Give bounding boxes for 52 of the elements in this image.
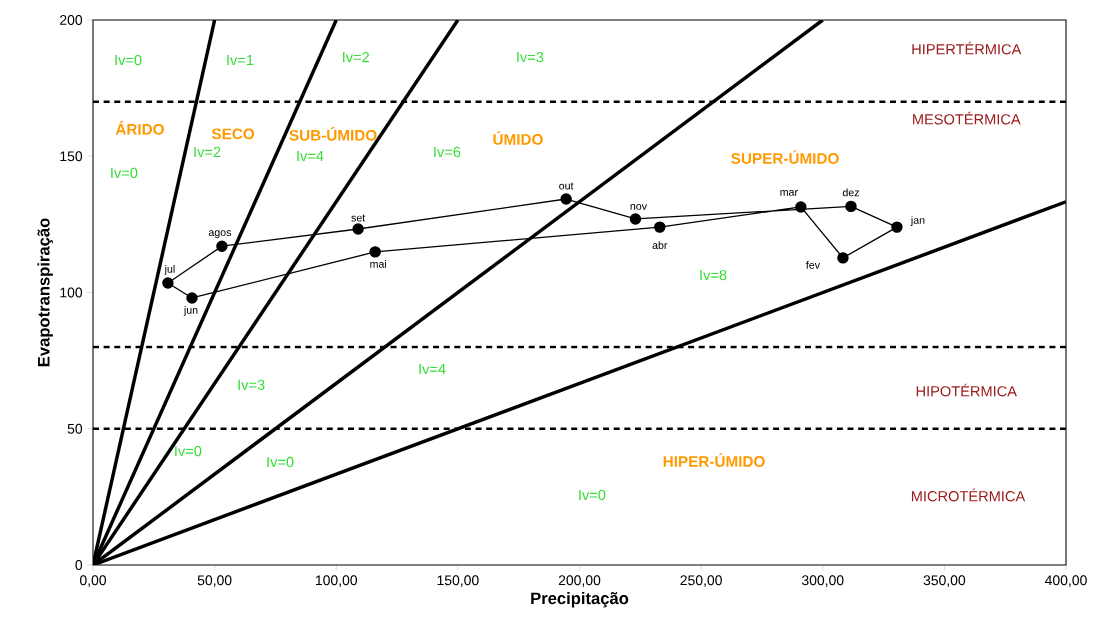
annotation: ÁRIDO	[115, 121, 164, 135]
x-tick-label: 150,00	[437, 575, 479, 587]
annotation: fev	[806, 261, 820, 269]
annotation: Iv=4	[419, 364, 446, 375]
annotation: Iv=8	[700, 269, 727, 281]
annotation: nov	[630, 204, 647, 210]
annotation: Iv=2	[343, 51, 369, 63]
annotation: MICROTÉRMICA	[911, 488, 1026, 502]
annotation: Iv=2	[194, 146, 221, 157]
annotation: Iv=1	[227, 55, 254, 66]
annotation: dez	[842, 188, 860, 197]
annotation: Iv=0	[175, 445, 202, 457]
annotation: set	[351, 214, 366, 222]
annotation: ÚMIDO	[493, 131, 543, 145]
x-tick-label: 300,00	[801, 575, 844, 587]
annotation: mai	[370, 259, 387, 268]
annotation: Iv=3	[238, 379, 265, 391]
y-tick-label: 0	[75, 560, 83, 570]
x-tick-label: 200,00	[558, 575, 601, 587]
y-axis-title: Evapotranspiração	[37, 218, 53, 367]
annotation: Iv=0	[579, 489, 606, 501]
annotation: abr	[652, 241, 668, 249]
y-tick-label: 200	[60, 15, 83, 25]
annotation: SUB-ÚMIDO	[289, 127, 377, 141]
annotation: HIPOTÉRMICA	[916, 383, 1017, 397]
annotation: Iv=0	[111, 167, 138, 179]
x-tick-label: 100,00	[315, 575, 358, 587]
annotation: Iv=4	[297, 150, 324, 161]
annotation: mar	[780, 190, 798, 196]
x-tick-label: 50,00	[197, 575, 232, 587]
annotation: jan	[910, 216, 925, 227]
annotation: jun	[183, 305, 198, 316]
annotation: HIPERTÉRMICA	[912, 41, 1022, 55]
annotation: SECO	[211, 128, 255, 140]
x-tick-label: 400,00	[1044, 575, 1087, 587]
annotation: Iv=0	[267, 456, 294, 468]
x-tick-label: 350,00	[923, 575, 966, 587]
annotation: Iv=0	[115, 54, 142, 66]
annotation: HIPER-ÚMIDO	[663, 453, 765, 467]
annotation: Iv=6	[434, 146, 461, 158]
annotation: jul	[164, 265, 175, 275]
y-tick-label: 100	[60, 287, 83, 298]
x-axis-title: Precipitação	[531, 592, 629, 608]
annotation: agos	[208, 230, 232, 239]
annotation: MESOTÉRMICA	[913, 111, 1021, 125]
y-tick-label: 50	[67, 423, 83, 434]
x-tick-label: 250,00	[680, 575, 722, 587]
annotation: Iv=3	[517, 51, 544, 63]
y-tick-label: 150	[60, 151, 83, 162]
annotation: out	[559, 182, 574, 190]
annotation: SUPER-ÚMIDO	[731, 150, 839, 164]
x-tick-label: 0,00	[79, 575, 107, 587]
